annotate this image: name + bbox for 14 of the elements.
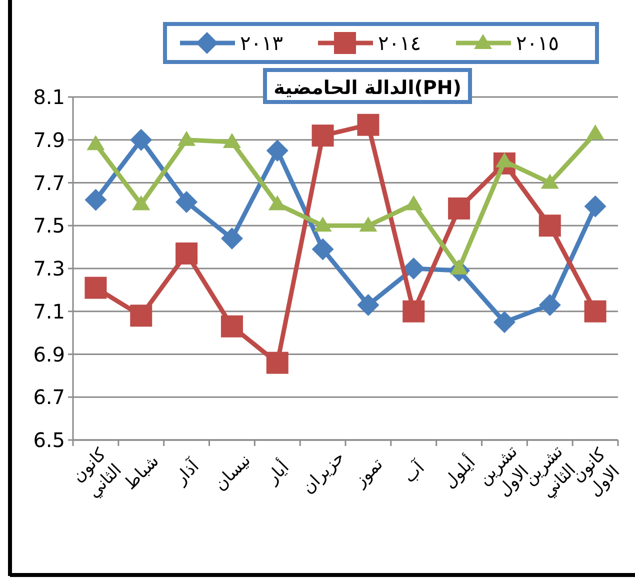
y-tick-label: 7.3 [33, 256, 65, 280]
y-tick-label: 6.5 [33, 428, 65, 452]
y-tick-label: 6.9 [33, 342, 65, 366]
chart-title: الدالة الحامضية(PH) [274, 77, 462, 99]
y-tick-label: 7.9 [33, 128, 65, 152]
legend-label: ٢٠١٥ [516, 31, 559, 55]
legend-label: ٢٠١٣ [240, 31, 284, 55]
y-tick-label: 7.7 [33, 170, 65, 195]
title: الدالة الحامضية(PH) [263, 68, 472, 104]
legend-label: ٢٠١٤ [378, 31, 421, 55]
y-tick-label: 7.5 [33, 214, 65, 238]
y-tick-label: 7.1 [33, 299, 65, 324]
y-tick-label: 6.7 [33, 385, 65, 410]
y-tick-label: 8.1 [33, 85, 65, 109]
